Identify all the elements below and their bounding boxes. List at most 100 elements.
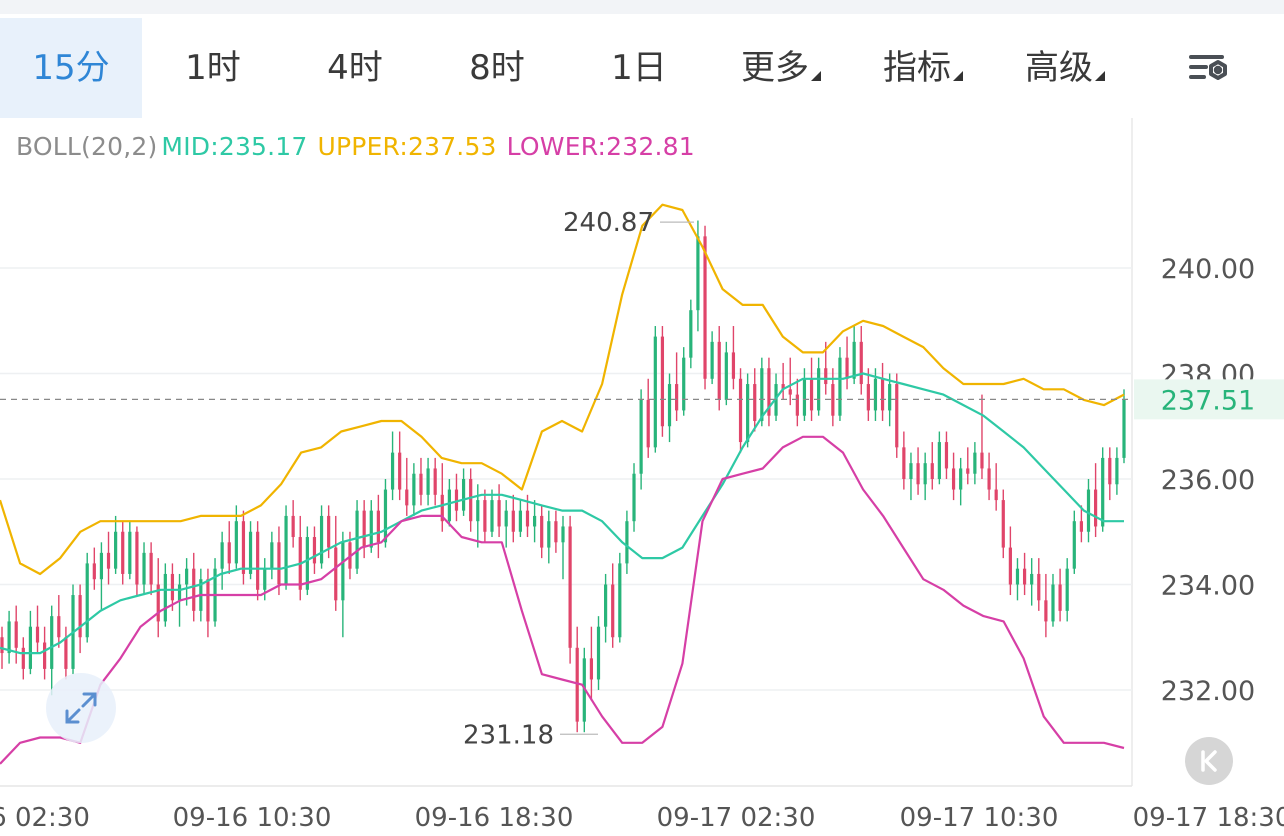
candle-body — [114, 531, 118, 569]
candle-body — [731, 352, 736, 379]
k-logo-icon — [1201, 750, 1217, 772]
candle-body — [540, 515, 544, 548]
x-tick-label: 09-17 18:30 — [1133, 803, 1284, 833]
tab-more-dropdown[interactable]: 更多 — [710, 18, 852, 118]
candle-body — [696, 236, 700, 311]
candle-body — [483, 500, 487, 532]
tab-1h[interactable]: 1时 — [142, 18, 284, 118]
candle-body — [653, 336, 657, 448]
candle-body — [248, 531, 253, 574]
tab-8h[interactable]: 8时 — [426, 18, 568, 118]
candle-body — [412, 473, 416, 506]
tab-advanced-dropdown[interactable]: 高级 — [994, 18, 1136, 118]
candle-body — [951, 468, 956, 490]
candle-body — [660, 336, 665, 427]
candle-body — [327, 515, 331, 548]
candle-body — [7, 621, 11, 654]
tab-label: 4时 — [327, 48, 383, 88]
candle-body — [1037, 573, 1041, 601]
candle-body — [355, 510, 359, 569]
candle-body — [994, 489, 998, 501]
candle-body — [57, 616, 61, 638]
candle-body — [256, 531, 260, 590]
tab-indicators-dropdown[interactable]: 指标 — [852, 18, 994, 118]
candle-body — [227, 542, 231, 564]
caret-down-icon — [953, 71, 963, 81]
candle-body — [873, 378, 878, 411]
x-tick-label: 09-17 02:30 — [657, 803, 816, 833]
candle-body — [625, 521, 629, 564]
tab-15m[interactable]: 15分 — [0, 18, 142, 118]
candle-body — [944, 442, 949, 469]
candle-body — [880, 378, 885, 411]
candle-body — [639, 399, 643, 474]
caret-down-icon — [811, 71, 821, 81]
candle-body — [809, 378, 814, 411]
chart-settings-button[interactable] — [1180, 40, 1236, 96]
candle-body — [376, 510, 380, 543]
candle-body — [185, 568, 189, 585]
candle-body — [1022, 568, 1027, 585]
candle-body — [476, 500, 480, 522]
candle-body — [270, 542, 274, 569]
candle-body — [1051, 584, 1055, 622]
candle-body — [845, 357, 849, 379]
expand-chart-button[interactable] — [46, 673, 116, 743]
x-tick-label: 6 02:30 — [0, 803, 90, 833]
legend-boll-name: BOLL(20,2) — [16, 132, 158, 161]
candle-body — [163, 573, 167, 622]
candle-body — [916, 463, 920, 485]
candle-body — [99, 552, 104, 580]
caret-down-icon — [1095, 71, 1105, 81]
candle-body — [895, 384, 899, 448]
legend-upper: UPPER:237.53 — [317, 132, 497, 161]
tab-label: 15分 — [32, 48, 110, 88]
x-tick-label: 09-16 18:30 — [415, 803, 574, 833]
candle-body — [738, 378, 743, 443]
candle-body — [28, 626, 33, 669]
candle-body — [547, 521, 551, 548]
tab-1d[interactable]: 1日 — [568, 18, 710, 118]
candle-body — [426, 468, 430, 495]
candle-body — [888, 384, 892, 411]
candle-body — [405, 489, 409, 506]
x-tick-label: 09-16 10:30 — [173, 803, 332, 833]
chart-settings-icon — [1189, 55, 1227, 80]
candle-body — [362, 510, 366, 548]
candle-body — [64, 637, 68, 669]
candle-body — [277, 542, 281, 585]
tab-label: 高级 — [1025, 48, 1093, 88]
candle-body — [383, 489, 388, 543]
expand-icon — [65, 692, 97, 724]
candle-body — [92, 563, 96, 580]
y-tick-label: 234.00 — [1161, 571, 1255, 602]
boll-mid-line — [0, 372, 1124, 655]
tab-4h[interactable]: 4时 — [284, 18, 426, 118]
candle-body — [568, 526, 572, 648]
candle-body — [1093, 489, 1098, 527]
k-logo-button[interactable] — [1185, 737, 1233, 785]
candle-body — [767, 368, 771, 416]
top-divider — [0, 0, 1284, 14]
candle-body — [454, 489, 459, 511]
candle-body — [817, 368, 821, 411]
candle-body — [1044, 600, 1048, 622]
candle-body — [618, 563, 622, 638]
candle-body — [220, 542, 224, 569]
candle-body — [369, 510, 373, 548]
max-price-label: 240.87 — [563, 208, 654, 238]
candle-body — [511, 510, 515, 532]
candle-body — [831, 384, 835, 416]
candle-body — [795, 394, 799, 416]
tab-label: 更多 — [741, 48, 809, 88]
legend-lower: LOWER:232.81 — [506, 132, 695, 161]
candle-body — [121, 531, 125, 574]
candle-body — [135, 531, 139, 585]
candle-body — [1122, 399, 1126, 458]
candle-body — [85, 563, 89, 638]
candle-body — [341, 542, 345, 601]
candle-body — [1079, 521, 1083, 532]
tab-label: 8时 — [469, 48, 525, 88]
candle-body — [419, 473, 423, 495]
